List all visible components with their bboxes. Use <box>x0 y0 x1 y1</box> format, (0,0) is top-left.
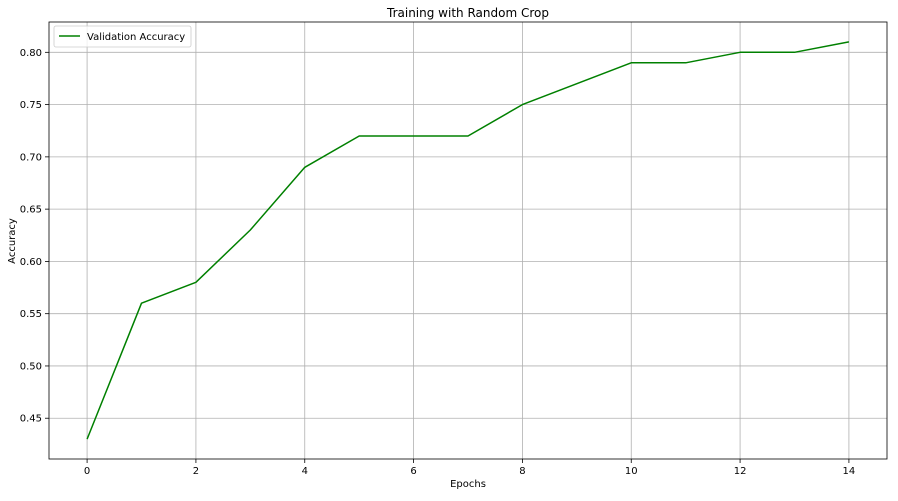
chart-title: Training with Random Crop <box>386 6 549 20</box>
y-axis-ticks: 0.45 0.50 0.55 0.60 0.65 0.70 0.75 0.80 <box>20 48 49 425</box>
y-tick-label: 0.75 <box>20 100 42 111</box>
x-tick-label: 8 <box>519 466 525 477</box>
x-tick-label: 10 <box>625 466 638 477</box>
x-tick-label: 0 <box>84 466 90 477</box>
y-tick-label: 0.70 <box>20 152 42 163</box>
y-tick-label: 0.65 <box>20 205 42 216</box>
x-axis-ticks: 0 2 4 6 8 10 12 14 <box>84 459 855 477</box>
y-tick-label: 0.45 <box>20 414 42 425</box>
y-tick-label: 0.60 <box>20 257 42 268</box>
y-axis-label: Accuracy <box>7 218 18 264</box>
x-tick-label: 12 <box>734 466 747 477</box>
x-tick-label: 6 <box>410 466 416 477</box>
y-tick-label: 0.80 <box>20 48 42 59</box>
legend: Validation Accuracy <box>54 26 191 47</box>
series-line <box>87 42 849 439</box>
x-tick-label: 14 <box>843 466 856 477</box>
x-tick-label: 2 <box>193 466 199 477</box>
grid <box>49 22 887 459</box>
x-axis-label: Epochs <box>450 479 486 490</box>
x-tick-label: 4 <box>302 466 308 477</box>
y-tick-label: 0.50 <box>20 361 42 372</box>
plot-area <box>49 22 887 459</box>
legend-label: Validation Accuracy <box>87 32 185 43</box>
series-layer <box>87 42 849 439</box>
y-tick-label: 0.55 <box>20 309 42 320</box>
